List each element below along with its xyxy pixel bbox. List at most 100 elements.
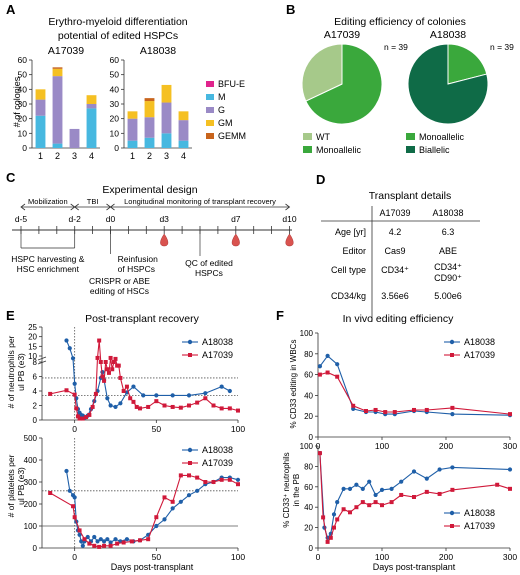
legend-label-a17039: A17039 — [202, 350, 233, 360]
y-tick-label: 60 — [110, 55, 120, 65]
chart-cd33-neutrophils-ylabel-line2: in the PB — [292, 474, 301, 506]
data-point-a17039 — [97, 544, 102, 549]
bar-segment-gemm — [52, 67, 63, 69]
data-point-a18038 — [186, 493, 192, 498]
data-point-a17039 — [203, 396, 208, 401]
data-point-a17039 — [424, 489, 429, 494]
data-point-a17039 — [90, 404, 95, 409]
y-tick-label: 100 — [300, 442, 314, 451]
axis-break-mark — [37, 356, 47, 361]
data-point-a17039 — [450, 405, 455, 410]
legend-swatch-gm — [206, 120, 214, 126]
panel-c-letter: C — [6, 170, 16, 185]
bar-segment-gm — [144, 101, 155, 118]
data-point-a17039 — [110, 367, 115, 372]
data-point-a17039 — [138, 406, 142, 411]
data-point-a17039 — [97, 338, 102, 343]
n-label: n = 39 — [384, 42, 408, 52]
data-point-a17039 — [82, 537, 87, 542]
x-tick-label: 1 — [38, 151, 43, 161]
table-cd34-a18038: 5.00e6 — [434, 291, 462, 301]
data-point-a17039 — [195, 475, 200, 480]
y-tick-label: 100 — [300, 329, 314, 338]
segment-monitoring-label: Longitudinal monitoring of transplant re… — [124, 197, 276, 206]
timeline-day-label: d0 — [106, 214, 116, 224]
data-point-a18038 — [347, 486, 353, 491]
y-tick-label: 0 — [309, 544, 314, 553]
chart-title: A17039 — [48, 45, 84, 57]
chart-cd33-neutrophils: 0 100 200 300 0 20 40 60 80 100 A18038 A17039 — [300, 442, 518, 562]
legend-label-gemm: GEMM — [218, 131, 246, 141]
panel-f-letter: F — [276, 308, 284, 323]
data-point-a17039 — [170, 404, 175, 409]
data-point-a18038 — [70, 356, 76, 361]
data-point-a18038 — [72, 381, 77, 386]
data-point-a18038 — [141, 393, 146, 398]
y-tick-label: 20 — [18, 114, 28, 124]
bar-segment-gm — [127, 111, 138, 119]
legend-label-gm: GM — [218, 118, 233, 128]
bar-segment-g — [35, 99, 46, 116]
y-tick-label: 8 — [33, 358, 38, 367]
data-point-a18038 — [373, 492, 378, 498]
chart-title: A17039 — [324, 29, 360, 41]
data-point-a18038 — [331, 512, 337, 517]
panel-b-title: Editing efficiency of colonies — [334, 16, 466, 28]
y-tick-label: 20 — [304, 412, 313, 421]
data-point-a17039 — [108, 543, 113, 548]
x-tick-label: 300 — [503, 441, 517, 451]
data-point-a17039 — [108, 355, 113, 360]
y-tick-label: 0 — [309, 433, 314, 442]
data-point-a17039 — [72, 515, 77, 520]
data-point-a17039 — [325, 539, 330, 544]
data-point-a18038 — [389, 486, 394, 491]
data-point-a18038 — [354, 482, 359, 487]
data-point-a17039 — [335, 517, 340, 522]
y-tick-label: 40 — [110, 84, 120, 94]
data-point-a17039 — [93, 391, 98, 396]
x-tick-label: 1 — [130, 151, 135, 161]
legend-swatch-bfu-e — [206, 81, 214, 87]
data-point-a17039 — [227, 406, 232, 411]
panel-e-title: Post-transplant recovery — [85, 313, 200, 325]
y-tick-label: 40 — [304, 391, 313, 400]
data-point-a18038 — [80, 543, 85, 548]
series-line-a18038 — [319, 453, 511, 539]
data-point-a18038 — [67, 488, 72, 493]
bar-segment-g — [69, 128, 80, 148]
series-line-a18038 — [319, 355, 511, 416]
event-harvest-line2: HSC enrichment — [17, 264, 80, 274]
legend-label-a17039: A17039 — [464, 350, 495, 360]
y-tick-label: 30 — [18, 99, 28, 109]
data-point-a17039 — [146, 537, 151, 542]
data-point-a17039 — [364, 409, 368, 413]
x-tick-label: 3 — [164, 151, 169, 161]
x-tick-label: 100 — [231, 552, 245, 562]
bar-segment-g — [86, 104, 97, 109]
y-tick-label: 0 — [33, 416, 38, 425]
data-point-a17039 — [317, 451, 322, 456]
data-point-a17039 — [373, 500, 378, 505]
data-point-a17039 — [106, 370, 111, 375]
data-point-a18038 — [105, 396, 110, 401]
chart-neutrophils-ylabel-line1: # of neutrophils per — [6, 335, 16, 408]
data-point-a17039 — [380, 503, 384, 508]
y-tick-label: 20 — [110, 114, 120, 124]
pie-slice-monoallelic — [447, 43, 488, 85]
legend-label-bfu-e: BFU-E — [218, 79, 245, 89]
legend-label-a17039: A17039 — [464, 521, 495, 531]
y-tick-label: 400 — [24, 456, 38, 465]
x-tick-label: 200 — [439, 552, 453, 562]
legend-swatch-monoallelic — [406, 133, 415, 140]
timeline: d-5 d-2 d0 d3 d7 d10 Mobilization TBI Longitudin… — [11, 197, 297, 296]
bar-segment-gemm — [144, 98, 155, 102]
data-point-a17039 — [48, 391, 53, 396]
data-point-a18038 — [101, 539, 107, 544]
bar-segment-g — [178, 120, 189, 141]
y-tick-label: 50 — [110, 70, 120, 80]
data-point-a17039 — [170, 499, 175, 504]
legend-marker-a18038 — [449, 339, 455, 345]
data-point-a18038 — [108, 403, 113, 408]
data-point-a18038 — [424, 476, 429, 481]
segment-tbi-label: TBI — [87, 197, 99, 206]
